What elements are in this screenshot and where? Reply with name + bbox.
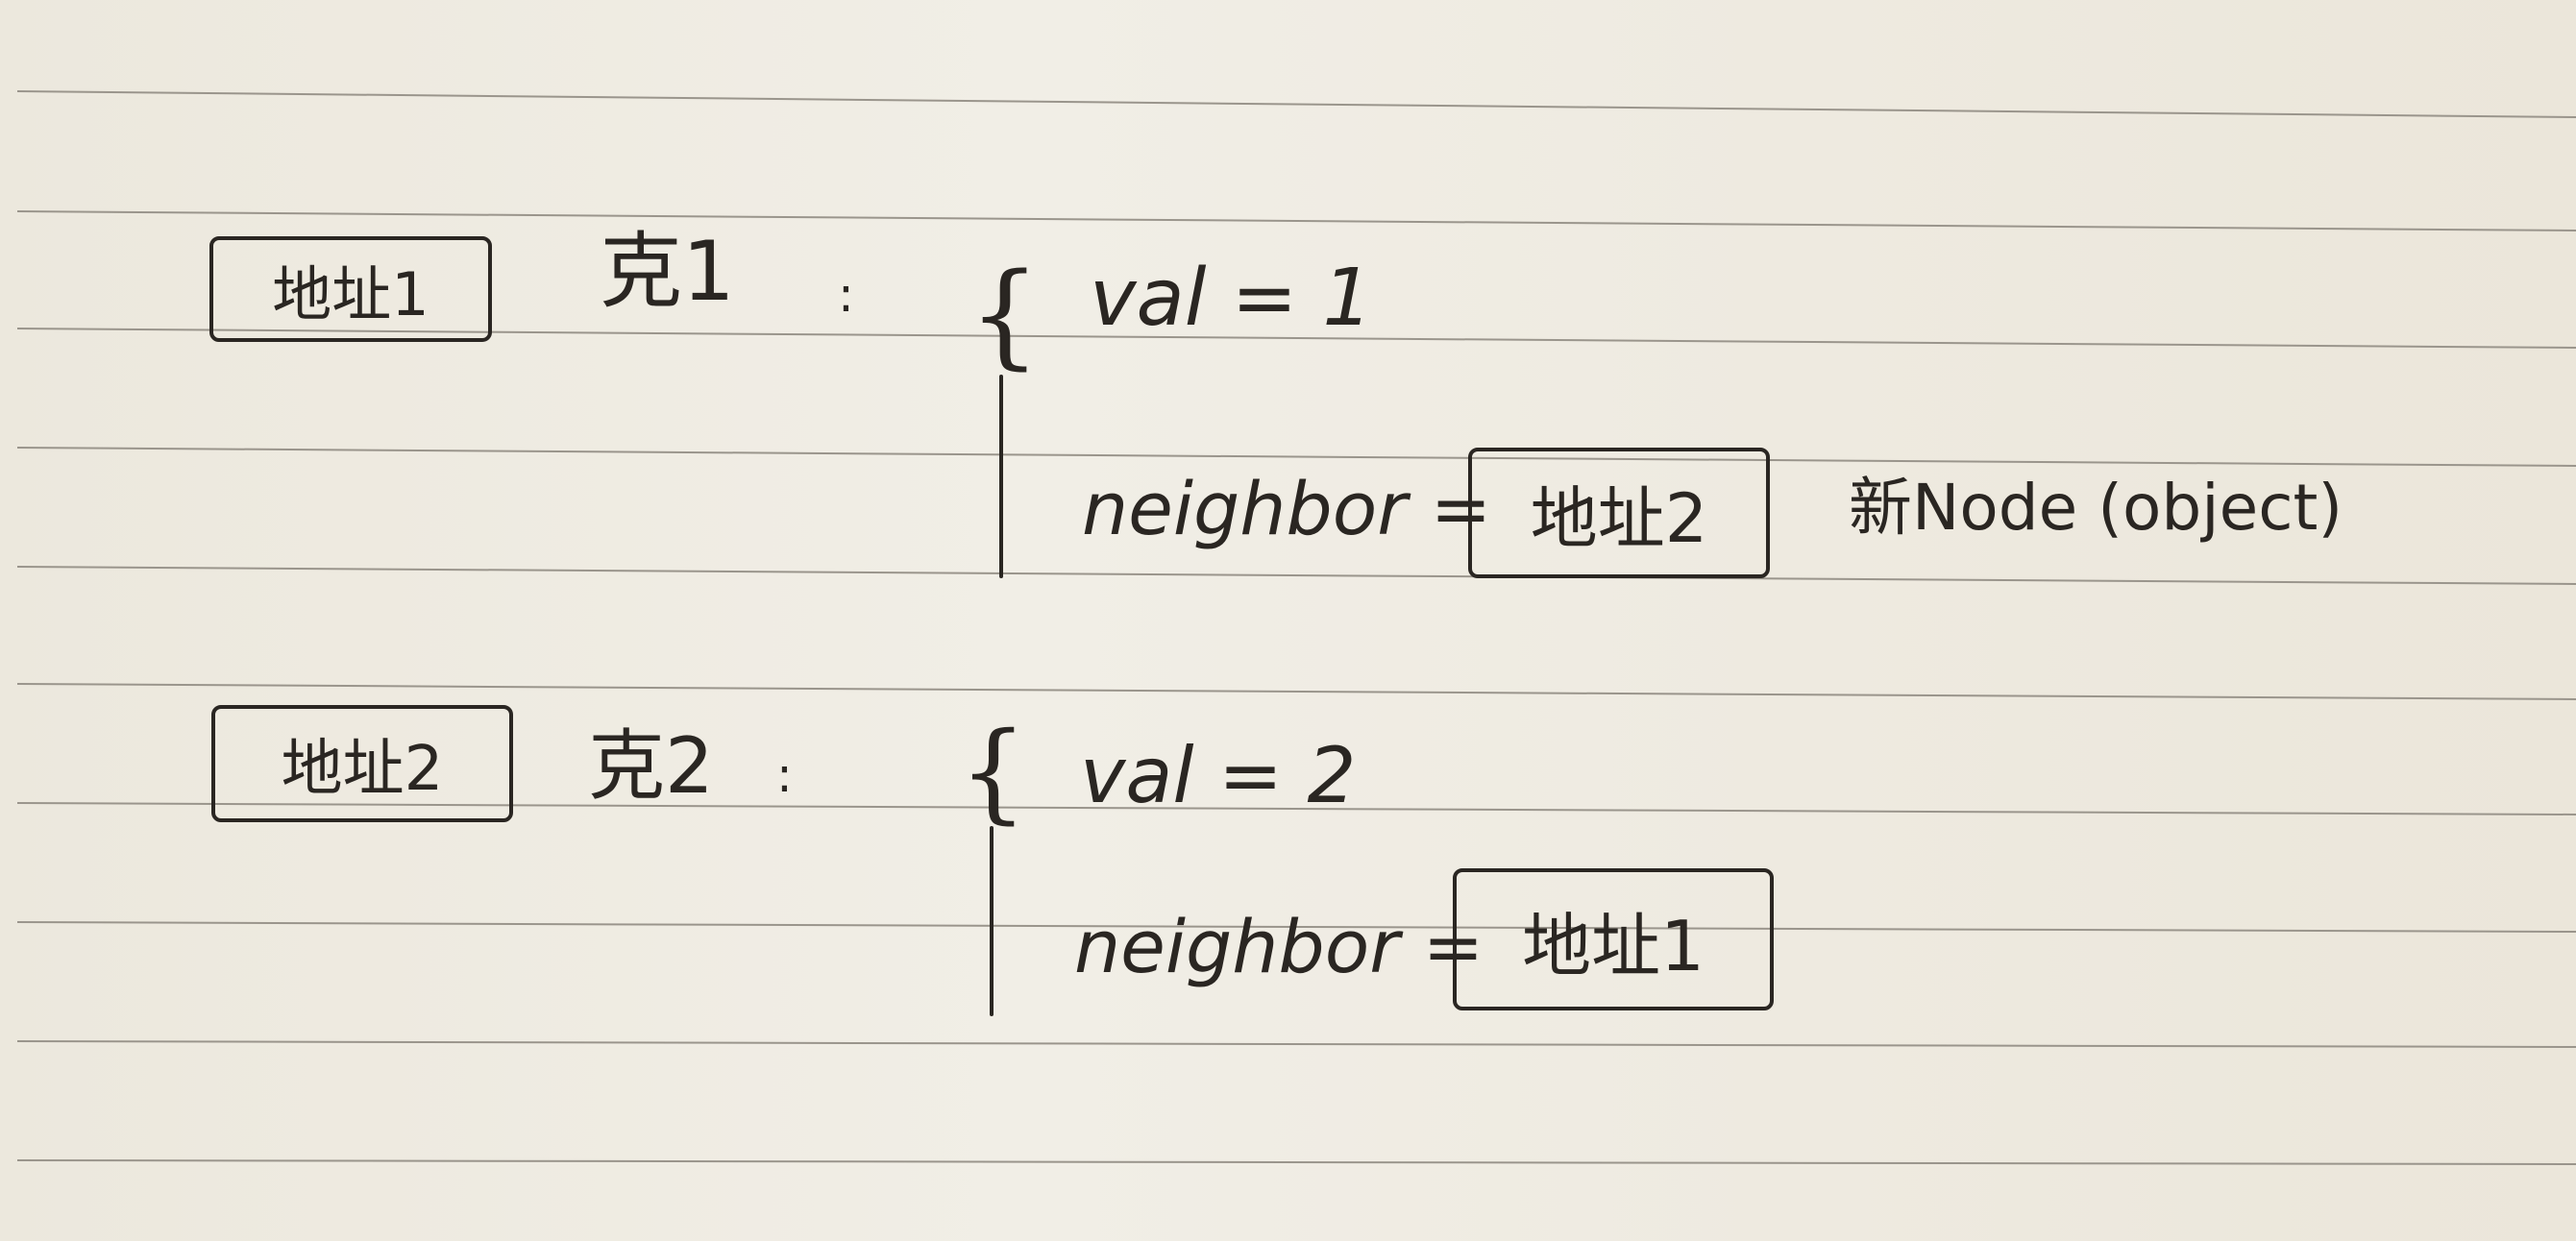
rule-line <box>16 683 2576 700</box>
rule-line <box>16 328 2576 349</box>
node1-annotation: 新Node (object) <box>1849 471 2343 545</box>
node2-neighbor-address-box: 地址1 <box>1453 868 1774 1010</box>
node1-val-line: val = 1 <box>1090 253 1373 344</box>
rule-line <box>16 921 2576 933</box>
rule-line <box>16 210 2576 231</box>
rule-line <box>16 802 2576 815</box>
node2-brace-stem <box>990 826 994 1016</box>
rule-line <box>16 447 2576 467</box>
node2-neighbor-address: 地址1 <box>1522 905 1705 986</box>
node2-address-label: 地址2 <box>281 734 444 805</box>
rule-line <box>16 566 2576 585</box>
node2-separator: : <box>776 747 793 803</box>
node1-brace-stem <box>999 375 1003 578</box>
node1-separator: : <box>838 267 854 323</box>
rule-line <box>16 1040 2576 1048</box>
node1-neighbor-key: neighbor = <box>1082 466 1492 551</box>
rule-line <box>16 1159 2576 1165</box>
node1-neighbor-address-box: 地址2 <box>1468 448 1770 578</box>
node2-address-box: 地址2 <box>211 705 513 822</box>
node2-val-line: val = 2 <box>1080 731 1357 820</box>
node1-address-label: 地址1 <box>272 259 429 329</box>
node2-name: 克2 <box>588 721 714 811</box>
node1-brace: { <box>969 248 1042 380</box>
node2-neighbor-key: neighbor = <box>1074 904 1484 989</box>
node1-address-box: 地址1 <box>209 236 492 342</box>
node1-name: 克1 <box>600 224 735 320</box>
node2-brace: { <box>959 710 1028 835</box>
rule-line <box>16 90 2576 118</box>
node1-neighbor-address: 地址2 <box>1530 478 1708 558</box>
